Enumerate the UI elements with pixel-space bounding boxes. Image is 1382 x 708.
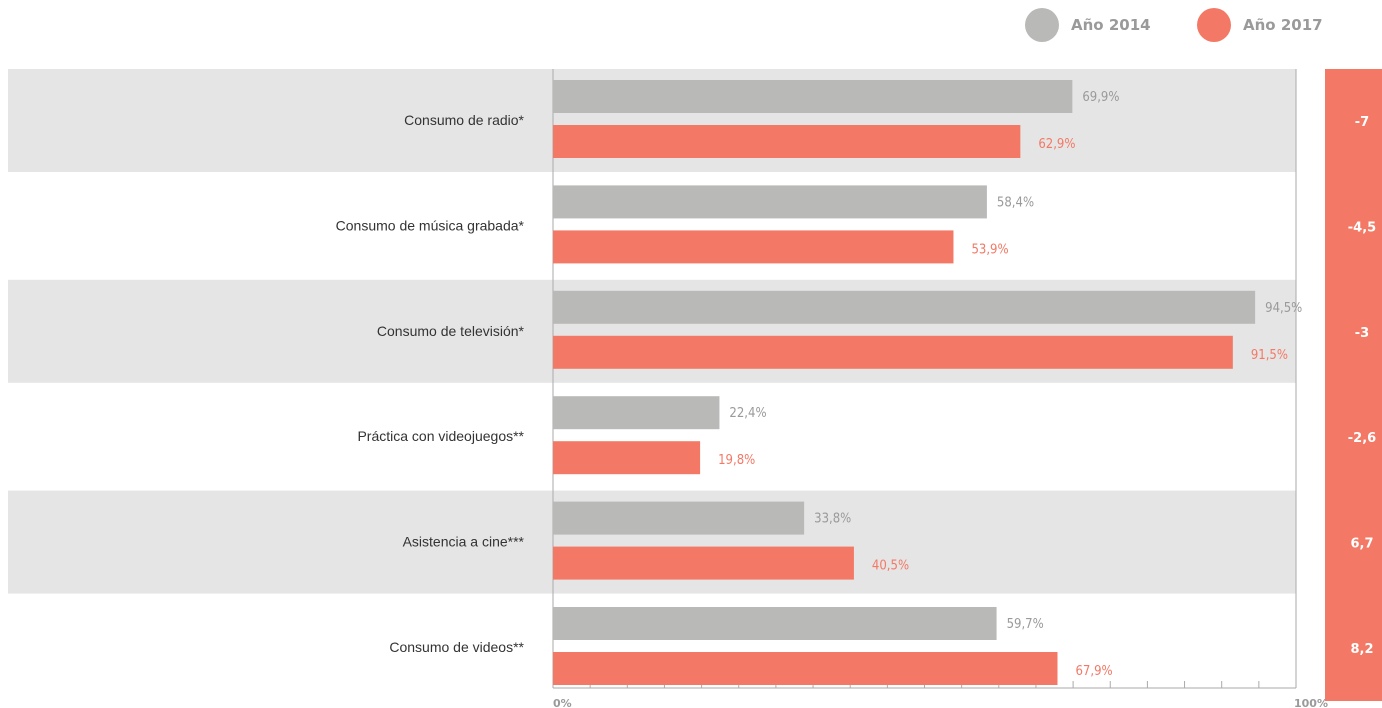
data-label-2017: 40,5% [872,559,909,574]
bar-2014 [553,396,720,430]
legend-swatch-2014 [1025,8,1059,42]
data-label-2014: 58,4% [997,195,1034,210]
bar-2017 [553,652,1058,685]
data-label-2017: 19,8% [718,453,755,468]
difference-label: -3 [1355,326,1369,341]
data-label-2014: 69,9% [1082,90,1119,105]
legend-item-2014: Año 2014 [1025,8,1151,42]
difference-column [1325,69,1382,701]
category-label: Práctica con videojuegos** [357,428,524,444]
difference-label: 8,2 [1350,642,1373,657]
bar-2017 [553,230,954,264]
bar-2014 [553,80,1073,113]
legend-label-2017: Año 2017 [1243,16,1323,34]
data-label-2017: 53,9% [971,242,1008,257]
difference-label: -7 [1355,115,1369,130]
category-label: Asistencia a cine*** [403,534,525,550]
data-label-2017: 67,9% [1075,664,1112,679]
bar-2014 [553,290,1256,324]
bar-2017 [553,125,1021,158]
category-label: Consumo de radio* [404,112,524,128]
data-label-2017: 91,5% [1251,348,1288,363]
data-label-2014: 94,5% [1265,301,1302,316]
difference-label: -4,5 [1348,220,1376,235]
difference-label: -2,6 [1348,431,1376,446]
bar-2014 [553,607,997,640]
data-label-2014: 33,8% [814,512,851,527]
bar-2014 [553,185,987,219]
category-label: Consumo de videos** [389,639,524,655]
category-label: Consumo de música grabada* [336,217,525,233]
bar-2017 [553,441,701,475]
bar-2014 [553,501,805,535]
legend-item-2017: Año 2017 [1197,8,1323,42]
difference-label: 6,7 [1350,537,1373,552]
bar-2017 [553,335,1233,369]
data-label-2014: 22,4% [729,406,766,421]
x-tick-label: 100% [1294,697,1328,708]
x-tick-label: 0% [553,697,572,708]
bar-2017 [553,546,854,580]
data-label-2014: 59,7% [1007,617,1044,632]
category-label: Consumo de televisión* [377,323,525,339]
data-label-2017: 62,9% [1038,137,1075,152]
legend-label-2014: Año 2014 [1071,16,1151,34]
legend-swatch-2017 [1197,8,1231,42]
